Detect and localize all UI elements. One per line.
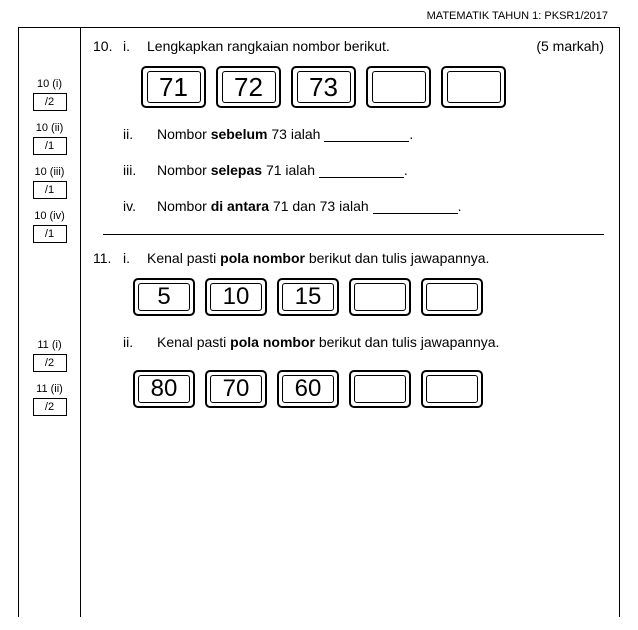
answer-box[interactable]	[349, 370, 411, 408]
score-item: 10 (iii) /1	[33, 166, 67, 207]
sub-label: iv.	[123, 198, 147, 214]
question-header: 10. i. Lengkapkan rangkaian nombor berik…	[93, 38, 604, 54]
score-box: /2	[33, 398, 67, 416]
number-box: 72	[216, 66, 281, 108]
question-number: 11.	[93, 250, 123, 266]
score-box: /2	[33, 354, 67, 372]
number-box: 5	[133, 278, 195, 316]
question-text: Kenal pasti pola nombor berikut dan tuli…	[157, 334, 499, 350]
content-wrapper: 10 (i) /2 10 (ii) /1 10 (iii) /1 10 (iv)…	[18, 27, 620, 617]
score-label: 11 (ii)	[33, 383, 67, 395]
sub-question: iii. Nombor selepas 71 ialah .	[123, 162, 604, 178]
page-header: MATEMATIK TAHUN 1: PKSR1/2017	[0, 0, 638, 27]
sub-label: i.	[123, 38, 147, 54]
sub-question: ii. Nombor sebelum 73 ialah .	[123, 126, 604, 142]
sub-question: ii. Kenal pasti pola nombor berikut dan …	[123, 334, 604, 350]
score-box: /1	[33, 225, 67, 243]
score-sidebar: 10 (i) /2 10 (ii) /1 10 (iii) /1 10 (iv)…	[19, 28, 81, 617]
score-label: 10 (iii)	[33, 166, 67, 178]
main-content: 10. i. Lengkapkan rangkaian nombor berik…	[81, 28, 619, 617]
answer-box[interactable]	[349, 278, 411, 316]
sub-label: i.	[123, 250, 147, 266]
score-item: 11 (ii) /2	[33, 383, 67, 424]
score-box: /1	[33, 181, 67, 199]
score-label: 11 (i)	[33, 339, 67, 351]
marks-label: (5 markah)	[536, 38, 604, 54]
number-sequence: 80 70 60	[133, 370, 604, 408]
score-item: 10 (ii) /1	[33, 122, 67, 163]
sub-label: iii.	[123, 162, 147, 178]
score-item: 10 (iv) /1	[33, 210, 67, 251]
number-box: 10	[205, 278, 267, 316]
number-box: 80	[133, 370, 195, 408]
number-box: 60	[277, 370, 339, 408]
sub-label: ii.	[123, 334, 147, 350]
number-sequence: 5 10 15	[133, 278, 604, 316]
question-text: Nombor selepas 71 ialah .	[157, 162, 408, 178]
sub-label: ii.	[123, 126, 147, 142]
section-divider	[103, 234, 604, 235]
score-item: 10 (i) /2	[33, 78, 67, 119]
score-label: 10 (i)	[33, 78, 67, 90]
question-header: 11. i. Kenal pasti pola nombor berikut d…	[93, 250, 604, 266]
answer-box[interactable]	[421, 370, 483, 408]
answer-blank[interactable]	[373, 200, 458, 214]
score-box: /1	[33, 137, 67, 155]
number-sequence: 71 72 73	[141, 66, 604, 108]
score-label: 10 (ii)	[33, 122, 67, 134]
answer-box[interactable]	[421, 278, 483, 316]
number-box: 70	[205, 370, 267, 408]
question-text: Nombor sebelum 73 ialah .	[157, 126, 413, 142]
question-number: 10.	[93, 38, 123, 54]
score-label: 10 (iv)	[33, 210, 67, 222]
number-box: 73	[291, 66, 356, 108]
question-text: Nombor di antara 71 dan 73 ialah .	[157, 198, 461, 214]
score-item: 11 (i) /2	[33, 339, 67, 380]
worksheet-page: MATEMATIK TAHUN 1: PKSR1/2017 10 (i) /2 …	[0, 0, 638, 630]
answer-box[interactable]	[441, 66, 506, 108]
sub-question: iv. Nombor di antara 71 dan 73 ialah .	[123, 198, 604, 214]
number-box: 71	[141, 66, 206, 108]
answer-box[interactable]	[366, 66, 431, 108]
score-box: /2	[33, 93, 67, 111]
number-box: 15	[277, 278, 339, 316]
question-text: Lengkapkan rangkaian nombor berikut.	[147, 38, 536, 54]
answer-blank[interactable]	[319, 164, 404, 178]
answer-blank[interactable]	[324, 128, 409, 142]
question-text: Kenal pasti pola nombor berikut dan tuli…	[147, 250, 604, 266]
